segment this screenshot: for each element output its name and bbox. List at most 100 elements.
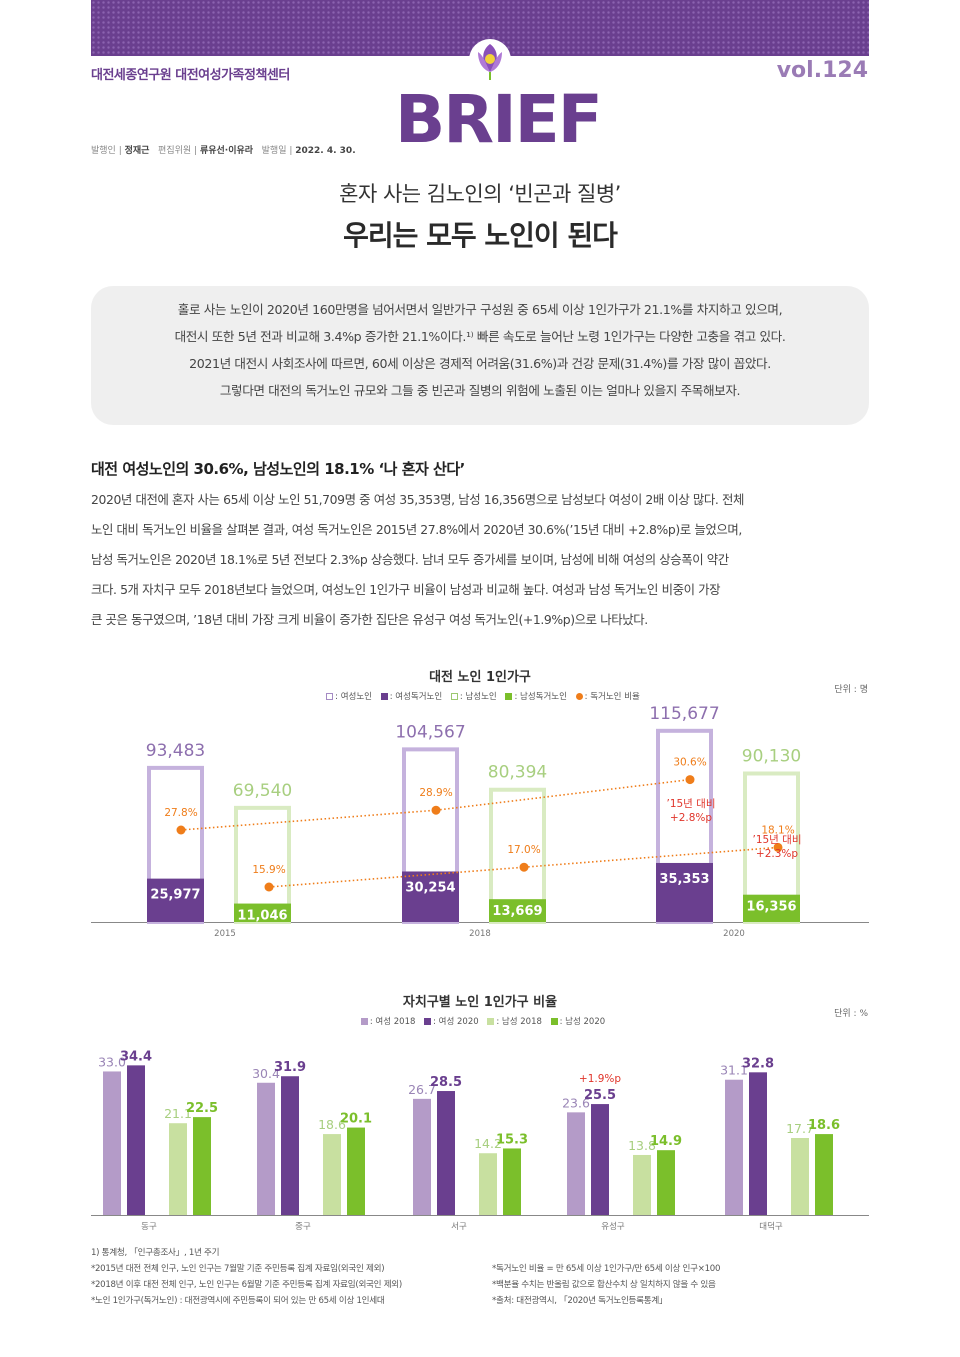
value-label: 18.6 (808, 1118, 840, 1133)
x-tick-label: 2015 (214, 929, 236, 939)
summary-line: 그렇다면 대전의 독거노인 규모와 그들 중 빈곤과 질병의 위험에 노출된 이… (219, 383, 741, 398)
change-annotation: +2.3%p (756, 848, 798, 860)
x-tick-label: 동구 (141, 1222, 157, 1232)
ratio-line (268, 846, 779, 888)
legend-label: : 여성 2020 (433, 1017, 479, 1027)
district-bar (479, 1153, 497, 1215)
district-bar (127, 1065, 145, 1215)
value-label: 23.6 (562, 1095, 590, 1110)
summary-line: 대전시 또한 5년 전과 비교해 3.4%p 증가한 21.1%이다.¹⁾ 빠른… (174, 329, 786, 344)
date-label: 발행일 | (261, 146, 293, 156)
x-tick-label: 2020 (723, 929, 745, 939)
value-label: 26.7 (408, 1082, 436, 1097)
value-label: 30,254 (405, 880, 455, 895)
legend-swatch (380, 693, 388, 700)
ratio-label: 15.9% (252, 864, 285, 876)
male-alone-bar (743, 894, 800, 922)
value-label: 69,540 (233, 781, 292, 801)
footnote: *독거노인 비율 = 만 65세 이상 1인가구/만 65세 이상 인구×100 (492, 1264, 721, 1274)
value-label: 13,669 (492, 904, 542, 919)
district-bar (257, 1082, 275, 1215)
change-annotation: ’15년 대비 (752, 834, 801, 846)
female-alone-bar (656, 862, 713, 922)
value-label: 25.5 (584, 1088, 616, 1103)
title-subtitle: 혼자 사는 김노인의 ‘빈곤과 질병’ (339, 182, 621, 206)
value-label: 93,483 (146, 741, 205, 761)
district-bar (657, 1150, 675, 1215)
value-label: 25,977 (150, 888, 200, 903)
flower-logo-icon (469, 39, 511, 81)
district-bar (169, 1123, 187, 1215)
footnotes-left: 1) 통계청, 「인구총조사」, 1년 주기 *2015년 대전 전체 인구, … (91, 1245, 402, 1309)
legend-label: : 여성 2018 (369, 1017, 416, 1027)
legend-label: : 독거노인 비율 (584, 692, 640, 702)
x-tick-label: 중구 (295, 1222, 311, 1232)
footnote: *2015년 대전 전체 인구, 노인 인구는 7월말 기준 주민등록 집계 자… (91, 1264, 385, 1274)
chart2-unit: 단위 : % (834, 1009, 868, 1019)
value-label: 17.7 (786, 1121, 814, 1136)
footnotes-right: *독거노인 비율 = 만 65세 이상 1인가구/만 65세 이상 인구×100… (492, 1261, 720, 1309)
legend-swatch (424, 1018, 432, 1025)
change-annotation: +1.9%p (579, 1073, 621, 1085)
editor-label: 편집위원 | (158, 146, 198, 156)
district-bar (347, 1127, 365, 1215)
value-label: 20.1 (340, 1112, 372, 1127)
publisher-name: 정재근 (124, 146, 150, 156)
value-label: 31.1 (720, 1063, 748, 1078)
female-alone-bar (402, 871, 459, 922)
value-label: 21.1 (164, 1106, 192, 1121)
district-bar (323, 1134, 341, 1215)
chart1-unit: 단위 : 명 (834, 685, 868, 695)
ratio-point (685, 775, 695, 785)
district-bar (193, 1117, 211, 1215)
male-alone-bar (489, 899, 546, 922)
legend-label: : 남성 2018 (496, 1017, 542, 1027)
ratio-label: 28.9% (419, 787, 452, 799)
footnote: *백분율 수치는 반올림 값으로 합산수치 상 일치하지 않을 수 있음 (492, 1280, 716, 1290)
ratio-point (773, 842, 783, 852)
body-line: 남성 독거노인은 2020년 18.1%로 5년 전보다 2.3%p 상승했다.… (91, 552, 729, 567)
chart2-legend: : 여성 2018 : 여성 2020 : 남성 2018 : 남성 2020 (0, 1015, 960, 1027)
female-alone-bar (147, 878, 204, 922)
page-title: 우리는 모두 노인이 된다 (343, 219, 618, 252)
value-label: 115,677 (649, 704, 719, 724)
value-label: 30.4 (252, 1066, 280, 1081)
publish-date: 2022. 4. 30. (295, 146, 356, 156)
change-annotation: ’15년 대비 (666, 798, 715, 810)
district-bar (749, 1072, 767, 1215)
legend-swatch (360, 1018, 368, 1025)
district-bar (503, 1148, 521, 1215)
value-label: 34.4 (120, 1049, 152, 1064)
legend-label: : 여성노인 (335, 692, 372, 702)
value-label: 18.6 (318, 1117, 346, 1132)
district-bar (591, 1104, 609, 1215)
value-label: 31.9 (274, 1060, 306, 1075)
legend-swatch (326, 693, 334, 700)
footnote: *노인 1인가구(독거노인) : 대전광역시에 주민등록이 되어 있는 만 65… (91, 1296, 385, 1306)
district-bar (725, 1079, 743, 1215)
ratio-line (180, 778, 691, 831)
header-pattern-band (91, 0, 869, 56)
summary-line: 2021년 대전시 사회조사에 따르면, 60세 이상은 경제적 어려움(31.… (189, 356, 771, 371)
footnote: *2018년 이후 대전 전체 인구, 노인 인구는 6월말 기준 주민등록 집… (91, 1280, 402, 1290)
value-label: 32.8 (742, 1056, 774, 1071)
ratio-label: 27.8% (164, 807, 197, 819)
publication-meta: 발행인 | 정재근 편집위원 | 류유선·이유라 발행일 | 2022. 4. … (91, 143, 356, 156)
ratio-label: 30.6% (673, 757, 706, 769)
district-bar (567, 1112, 585, 1215)
legend-swatch (550, 1018, 558, 1025)
district-bar (633, 1154, 651, 1215)
district-bar (791, 1138, 809, 1215)
legend-label: : 남성노인 (459, 692, 497, 702)
value-label: 16,356 (746, 900, 796, 915)
body-line: 노인 대비 독거노인 비율을 살펴본 결과, 여성 독거노인은 2015년 27… (91, 522, 742, 537)
body-line: 2020년 대전에 혼자 사는 65세 이상 노인 51,709명 중 여성 3… (91, 492, 744, 507)
chart2-title: 자치구별 노인 1인가구 비율 (402, 995, 558, 1010)
district-bar (281, 1076, 299, 1215)
section-heading: 대전 여성노인의 30.6%, 남성노인의 18.1% ‘나 혼자 산다’ (91, 460, 465, 478)
value-label: 15.3 (496, 1132, 528, 1147)
legend-swatch (575, 693, 583, 700)
volume-number: vol.124 (776, 58, 868, 83)
x-tick-label: 서구 (451, 1222, 467, 1232)
district-bar (437, 1091, 455, 1215)
